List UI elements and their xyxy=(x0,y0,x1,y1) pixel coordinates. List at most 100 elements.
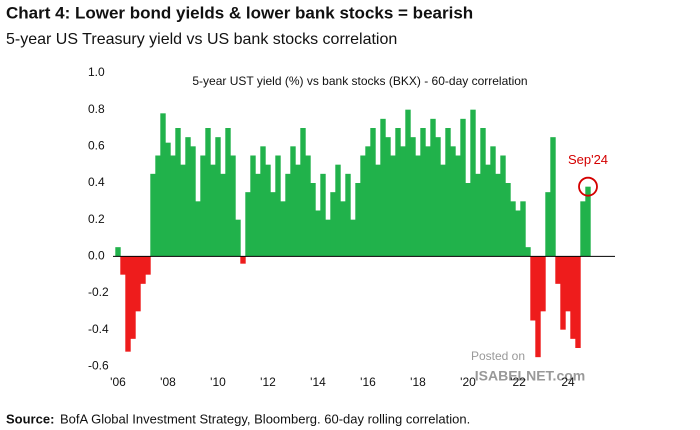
bar xyxy=(465,183,471,257)
bar xyxy=(375,164,381,257)
y-tick-label: -0.2 xyxy=(88,285,109,299)
x-tick-label: '10 xyxy=(210,375,226,389)
bar xyxy=(335,164,341,257)
bar xyxy=(120,256,126,275)
bar xyxy=(490,146,496,257)
bar xyxy=(180,164,186,257)
x-tick-label: 24 xyxy=(561,375,575,389)
bar xyxy=(280,201,286,257)
bar xyxy=(295,164,301,257)
bar xyxy=(285,173,291,257)
bar xyxy=(550,137,556,257)
watermark: ISABELNET.com xyxy=(475,368,585,384)
bar xyxy=(580,201,586,257)
bar xyxy=(480,128,486,257)
bar xyxy=(125,256,131,352)
bar xyxy=(420,128,426,257)
bar xyxy=(405,109,411,257)
bar xyxy=(260,146,266,257)
bar xyxy=(510,201,516,257)
bar xyxy=(415,155,421,257)
bar xyxy=(385,137,391,257)
x-tick-label: '18 xyxy=(410,375,426,389)
highlight-circle xyxy=(578,176,598,197)
bar xyxy=(205,128,211,257)
y-tick-label: 1.0 xyxy=(88,65,105,79)
bar xyxy=(355,183,361,257)
bar xyxy=(160,113,166,257)
bar xyxy=(585,186,591,257)
bar xyxy=(250,155,256,257)
bar xyxy=(115,247,121,257)
y-tick-label: 0.2 xyxy=(88,212,105,226)
watermark: Posted on xyxy=(471,349,525,363)
bar xyxy=(130,256,136,339)
bar xyxy=(425,146,431,257)
bar xyxy=(210,164,216,257)
source-label: Source: xyxy=(6,411,54,426)
y-tick-label: 0.8 xyxy=(88,102,105,116)
bar xyxy=(270,192,276,257)
bar xyxy=(330,192,336,257)
x-tick-label: '22 xyxy=(510,375,526,389)
chart-title: Chart 4: Lower bond yields & lower bank … xyxy=(6,3,473,22)
bar xyxy=(315,210,321,257)
bar xyxy=(360,155,366,257)
bar xyxy=(470,109,476,257)
source: BofA Global Investment Strategy, Bloombe… xyxy=(60,411,470,426)
bar xyxy=(275,155,281,257)
bar xyxy=(475,173,481,257)
bar xyxy=(190,146,196,257)
bar xyxy=(165,142,171,257)
bar xyxy=(450,146,456,257)
bar xyxy=(435,137,441,257)
x-tick-label: '14 xyxy=(310,375,326,389)
series-label: 5-year UST yield (%) vs bank stocks (BKX… xyxy=(192,74,527,88)
x-tick-label: '16 xyxy=(360,375,376,389)
bar xyxy=(410,137,416,257)
bar xyxy=(445,128,451,257)
bar xyxy=(320,173,326,257)
bar xyxy=(505,183,511,257)
bar xyxy=(300,128,306,257)
bar xyxy=(145,256,151,275)
bar xyxy=(195,201,201,257)
annotation: Sep'24 xyxy=(568,152,608,167)
y-tick-label: -0.6 xyxy=(88,359,109,373)
y-tick-label: 0.0 xyxy=(88,249,105,263)
bar xyxy=(235,219,241,257)
bar xyxy=(230,155,236,257)
bar xyxy=(500,155,506,257)
bar xyxy=(430,118,436,257)
bar xyxy=(220,173,226,257)
bar xyxy=(345,173,351,257)
bar xyxy=(540,256,546,312)
bar xyxy=(200,155,206,257)
bar xyxy=(575,256,581,348)
bar xyxy=(140,256,146,284)
bar xyxy=(255,173,261,257)
y-tick-label: -0.4 xyxy=(88,322,109,336)
x-tick-label: '06 xyxy=(110,375,126,389)
x-tick-label: '20 xyxy=(460,375,476,389)
bar xyxy=(525,247,531,257)
bar xyxy=(495,173,501,257)
bar xyxy=(460,118,466,257)
bar xyxy=(545,192,551,257)
bar xyxy=(390,155,396,257)
bar xyxy=(265,164,271,257)
bar xyxy=(535,256,541,358)
bar xyxy=(240,256,246,264)
bar xyxy=(245,192,251,257)
bar xyxy=(150,173,156,257)
bar xyxy=(225,128,231,257)
bar xyxy=(515,210,521,257)
bar xyxy=(570,256,576,339)
bar xyxy=(350,219,356,257)
bar xyxy=(325,219,331,257)
bar xyxy=(310,183,316,257)
bar xyxy=(395,128,401,257)
x-tick-label: '12 xyxy=(260,375,276,389)
x-tick-label: '08 xyxy=(160,375,176,389)
